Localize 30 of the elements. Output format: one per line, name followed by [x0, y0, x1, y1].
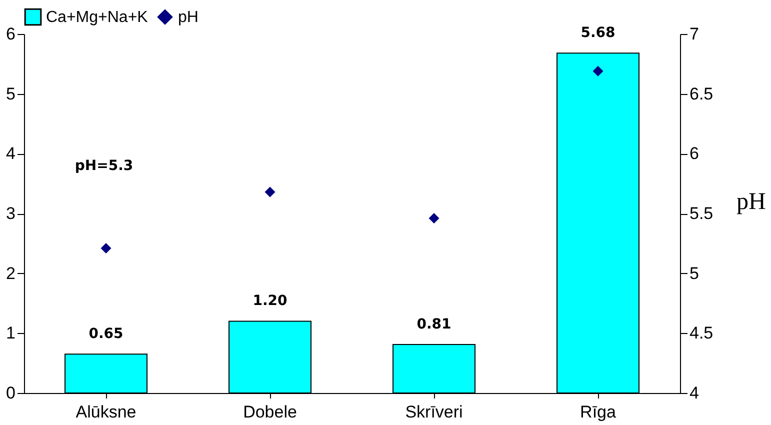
legend-label: pH — [178, 9, 198, 26]
y-tick-label: 6 — [6, 24, 16, 44]
y2-tick-label: 6.5 — [690, 84, 714, 104]
data-label: 0.81 — [416, 316, 452, 333]
point — [100, 242, 112, 254]
y2-tick-label: 4.5 — [690, 324, 714, 343]
x-tick-label: Dobele — [243, 402, 297, 422]
y-tick-label: 0 — [6, 384, 16, 402]
point — [428, 213, 440, 224]
data-label: 5.68 — [580, 25, 616, 42]
annotation: pH=5.3 — [74, 158, 134, 174]
x-tick-label: Rīga — [580, 402, 616, 422]
data-label: 0.65 — [88, 326, 124, 342]
y2-tick-label: 4 — [690, 384, 699, 402]
point — [264, 186, 276, 198]
y2-tick-label: 5 — [690, 264, 699, 283]
y-tick-label: 2 — [6, 264, 16, 283]
point — [592, 66, 604, 76]
legend-label: Ca+Mg+Na+K — [46, 9, 148, 26]
y2-tick-label: 7 — [690, 24, 699, 44]
y-tick-label: 5 — [6, 84, 16, 104]
data-label: 1.20 — [252, 293, 288, 310]
x-tick-label: Alūksne — [76, 402, 136, 422]
y2-axis-title: pH — [736, 189, 766, 215]
y-tick-label: 4 — [6, 144, 16, 164]
x-tick-label: Skrīveri — [405, 402, 463, 422]
y2-tick-label: 5.5 — [690, 204, 714, 223]
y2-tick-label: 6 — [690, 144, 699, 164]
y-tick-label: 3 — [6, 204, 16, 223]
y-tick-label: 1 — [6, 324, 16, 343]
